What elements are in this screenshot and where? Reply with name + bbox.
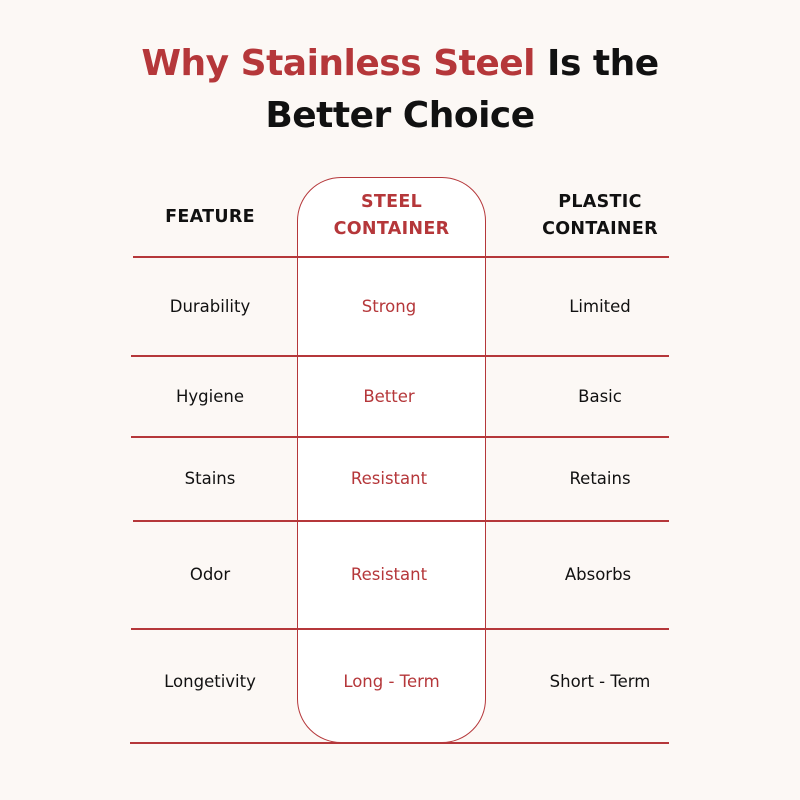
row-divider: [133, 520, 669, 522]
header-divider: [133, 256, 669, 258]
row-divider: [131, 355, 669, 357]
row-divider: [131, 628, 669, 630]
table-cell-plastic: Absorbs: [564, 564, 632, 584]
table-cell-feature: Odor: [189, 564, 231, 584]
title-rest: Is the: [535, 43, 659, 84]
header-plastic-line-2: CONTAINER: [542, 219, 658, 239]
table-cell-feature: Longetivity: [164, 671, 256, 691]
table-cell-plastic: Short - Term: [549, 671, 651, 691]
table-cell-feature: Stains: [184, 468, 236, 488]
table-cell-steel: Better: [363, 386, 415, 406]
row-divider: [131, 436, 669, 438]
header-plastic-line-1: PLASTIC: [558, 192, 642, 212]
table-cell-steel: Strong: [361, 296, 417, 316]
header-steel-line-2: CONTAINER: [333, 219, 450, 239]
table-cell-steel: Resistant: [350, 564, 428, 584]
header-steel-container: STEEL CONTAINER: [297, 188, 486, 244]
page-title: Why Stainless Steel Is the Better Choice: [0, 38, 800, 142]
title-line-2: Better Choice: [265, 95, 535, 136]
table-cell-steel: Long - Term: [343, 671, 440, 691]
title-accent: Why Stainless Steel: [141, 43, 536, 84]
table-cell-plastic: Retains: [569, 468, 631, 488]
table-cell-plastic: Limited: [569, 296, 631, 316]
header-feature-label: FEATURE: [165, 206, 255, 227]
table-bottom-border: [130, 742, 669, 744]
table-cell-plastic: Basic: [578, 386, 622, 406]
table-cell-feature: Hygiene: [176, 386, 244, 406]
table-cell-steel: Resistant: [350, 468, 428, 488]
header-plastic-container: PLASTIC CONTAINER: [510, 188, 690, 244]
header-feature: FEATURE: [130, 190, 290, 244]
table-cell-feature: Durability: [169, 296, 251, 316]
steel-column-highlight: [297, 177, 486, 743]
header-steel-line-1: STEEL: [360, 192, 423, 212]
